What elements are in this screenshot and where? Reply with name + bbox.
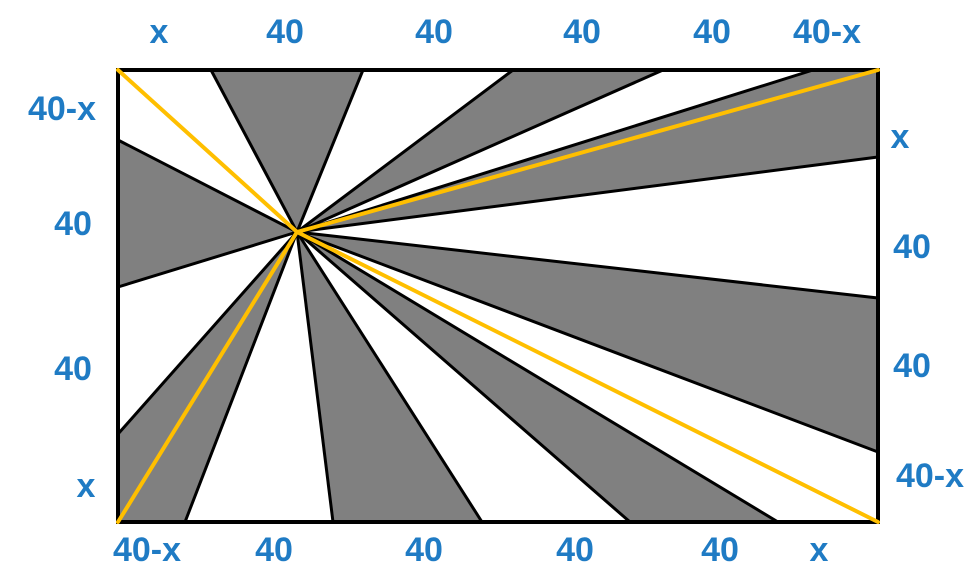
bottom-label-1: 40-x <box>113 531 181 569</box>
division-line-15 <box>295 231 335 523</box>
top-label-1: x <box>150 13 169 51</box>
division-line-6 <box>296 68 814 234</box>
division-line-10 <box>296 230 879 454</box>
right-label-1: x <box>891 118 910 156</box>
division-line-18 <box>116 231 299 435</box>
left-label-1: 40-x <box>28 90 96 128</box>
division-line-3 <box>295 69 365 233</box>
right-label-4: 40-x <box>896 457 964 495</box>
bottom-label-4: 40 <box>556 531 594 569</box>
division-line-16 <box>183 231 299 523</box>
shaded-triangle-top-1 <box>211 70 363 232</box>
top-label-2: 40 <box>266 13 304 51</box>
top-label-6: 40-x <box>793 13 861 51</box>
division-lines <box>116 68 879 524</box>
left-label-2: 40 <box>54 205 92 243</box>
rectangle-border <box>116 68 880 524</box>
division-line-4 <box>296 68 514 234</box>
top-label-5: 40 <box>693 13 731 51</box>
division-line-12 <box>296 230 779 524</box>
diagonal-line-bottom-right <box>295 230 880 524</box>
left-label-4: x <box>77 467 96 505</box>
bottom-label-3: 40 <box>405 531 443 569</box>
side-labels: x 40 40 40 40 40-x 40-x 40 40 40 40 x 40… <box>28 13 964 569</box>
division-line-9 <box>296 230 879 300</box>
bottom-label-6: x <box>810 531 829 569</box>
division-line-8 <box>296 155 879 234</box>
right-label-3: 40 <box>893 347 931 385</box>
left-label-3: 40 <box>54 350 92 388</box>
bottom-label-2: 40 <box>255 531 293 569</box>
division-line-19 <box>117 230 298 289</box>
division-line-5 <box>296 68 664 234</box>
shaded-triangles <box>118 70 878 522</box>
shaded-triangle-bottom-left <box>118 140 297 287</box>
top-label-4: 40 <box>563 13 601 51</box>
diagonal-line-bottom-left <box>116 230 299 524</box>
division-line-2 <box>209 69 299 233</box>
division-line-14 <box>295 231 484 523</box>
division-line-13 <box>296 230 631 524</box>
right-label-2: 40 <box>893 228 931 266</box>
bottom-label-5: 40 <box>701 531 739 569</box>
division-line-20 <box>117 138 298 234</box>
diagonal-line-top-left <box>116 68 299 234</box>
top-label-3: 40 <box>415 13 453 51</box>
diagonal-highlight-lines <box>116 68 880 524</box>
diagonal-line-top-right <box>295 68 880 234</box>
